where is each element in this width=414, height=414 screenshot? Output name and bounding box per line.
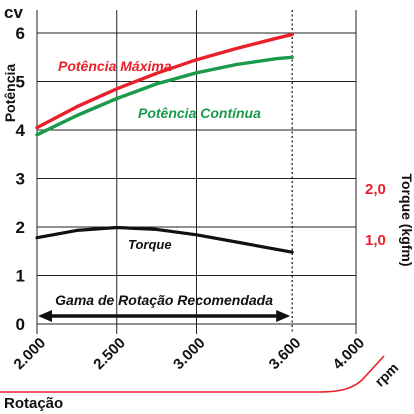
x-tick-label: 3.000 (170, 335, 209, 374)
series-label-potencia-continua: Potência Contínua (138, 105, 261, 121)
y2-tick-label: 1,0 (365, 232, 386, 249)
series-label-potencia-maxima: Potência Máxima (58, 58, 172, 74)
y-tick-label: 4 (16, 121, 26, 140)
y2-axis-title: Torque (kgfm) (399, 173, 414, 266)
y-tick-label: 1 (16, 267, 25, 286)
x-tick-label: 2.000 (11, 335, 50, 374)
y2-tick-label: 2,0 (365, 181, 386, 198)
x-tick-label: 3.600 (266, 335, 305, 374)
y-tick-label: 5 (16, 73, 25, 92)
x-axis-red-baseline (0, 355, 385, 393)
y-tick-label: 2 (16, 218, 25, 237)
range-arrow-right-head (276, 310, 291, 322)
y-tick-label: 0 (16, 315, 25, 334)
x-tick-label: 4.000 (330, 335, 369, 374)
series-label-torque: Torque (128, 237, 172, 252)
y-unit-label: cv (4, 3, 23, 22)
x-tick-label: 2.500 (90, 335, 129, 374)
y-tick-label: 3 (16, 170, 25, 189)
y-tick-label: 6 (16, 24, 25, 43)
range-arrow-left-head (38, 310, 52, 322)
x-axis-title: Rotação (4, 395, 63, 412)
series-line-potencia-maxima (35, 32, 294, 130)
y-axis-title: Potência (2, 64, 18, 123)
series-line-torque (35, 225, 294, 254)
range-annotation-label: Gama de Rotação Recomendada (55, 292, 273, 308)
series-line-potencia-continua (35, 55, 294, 137)
